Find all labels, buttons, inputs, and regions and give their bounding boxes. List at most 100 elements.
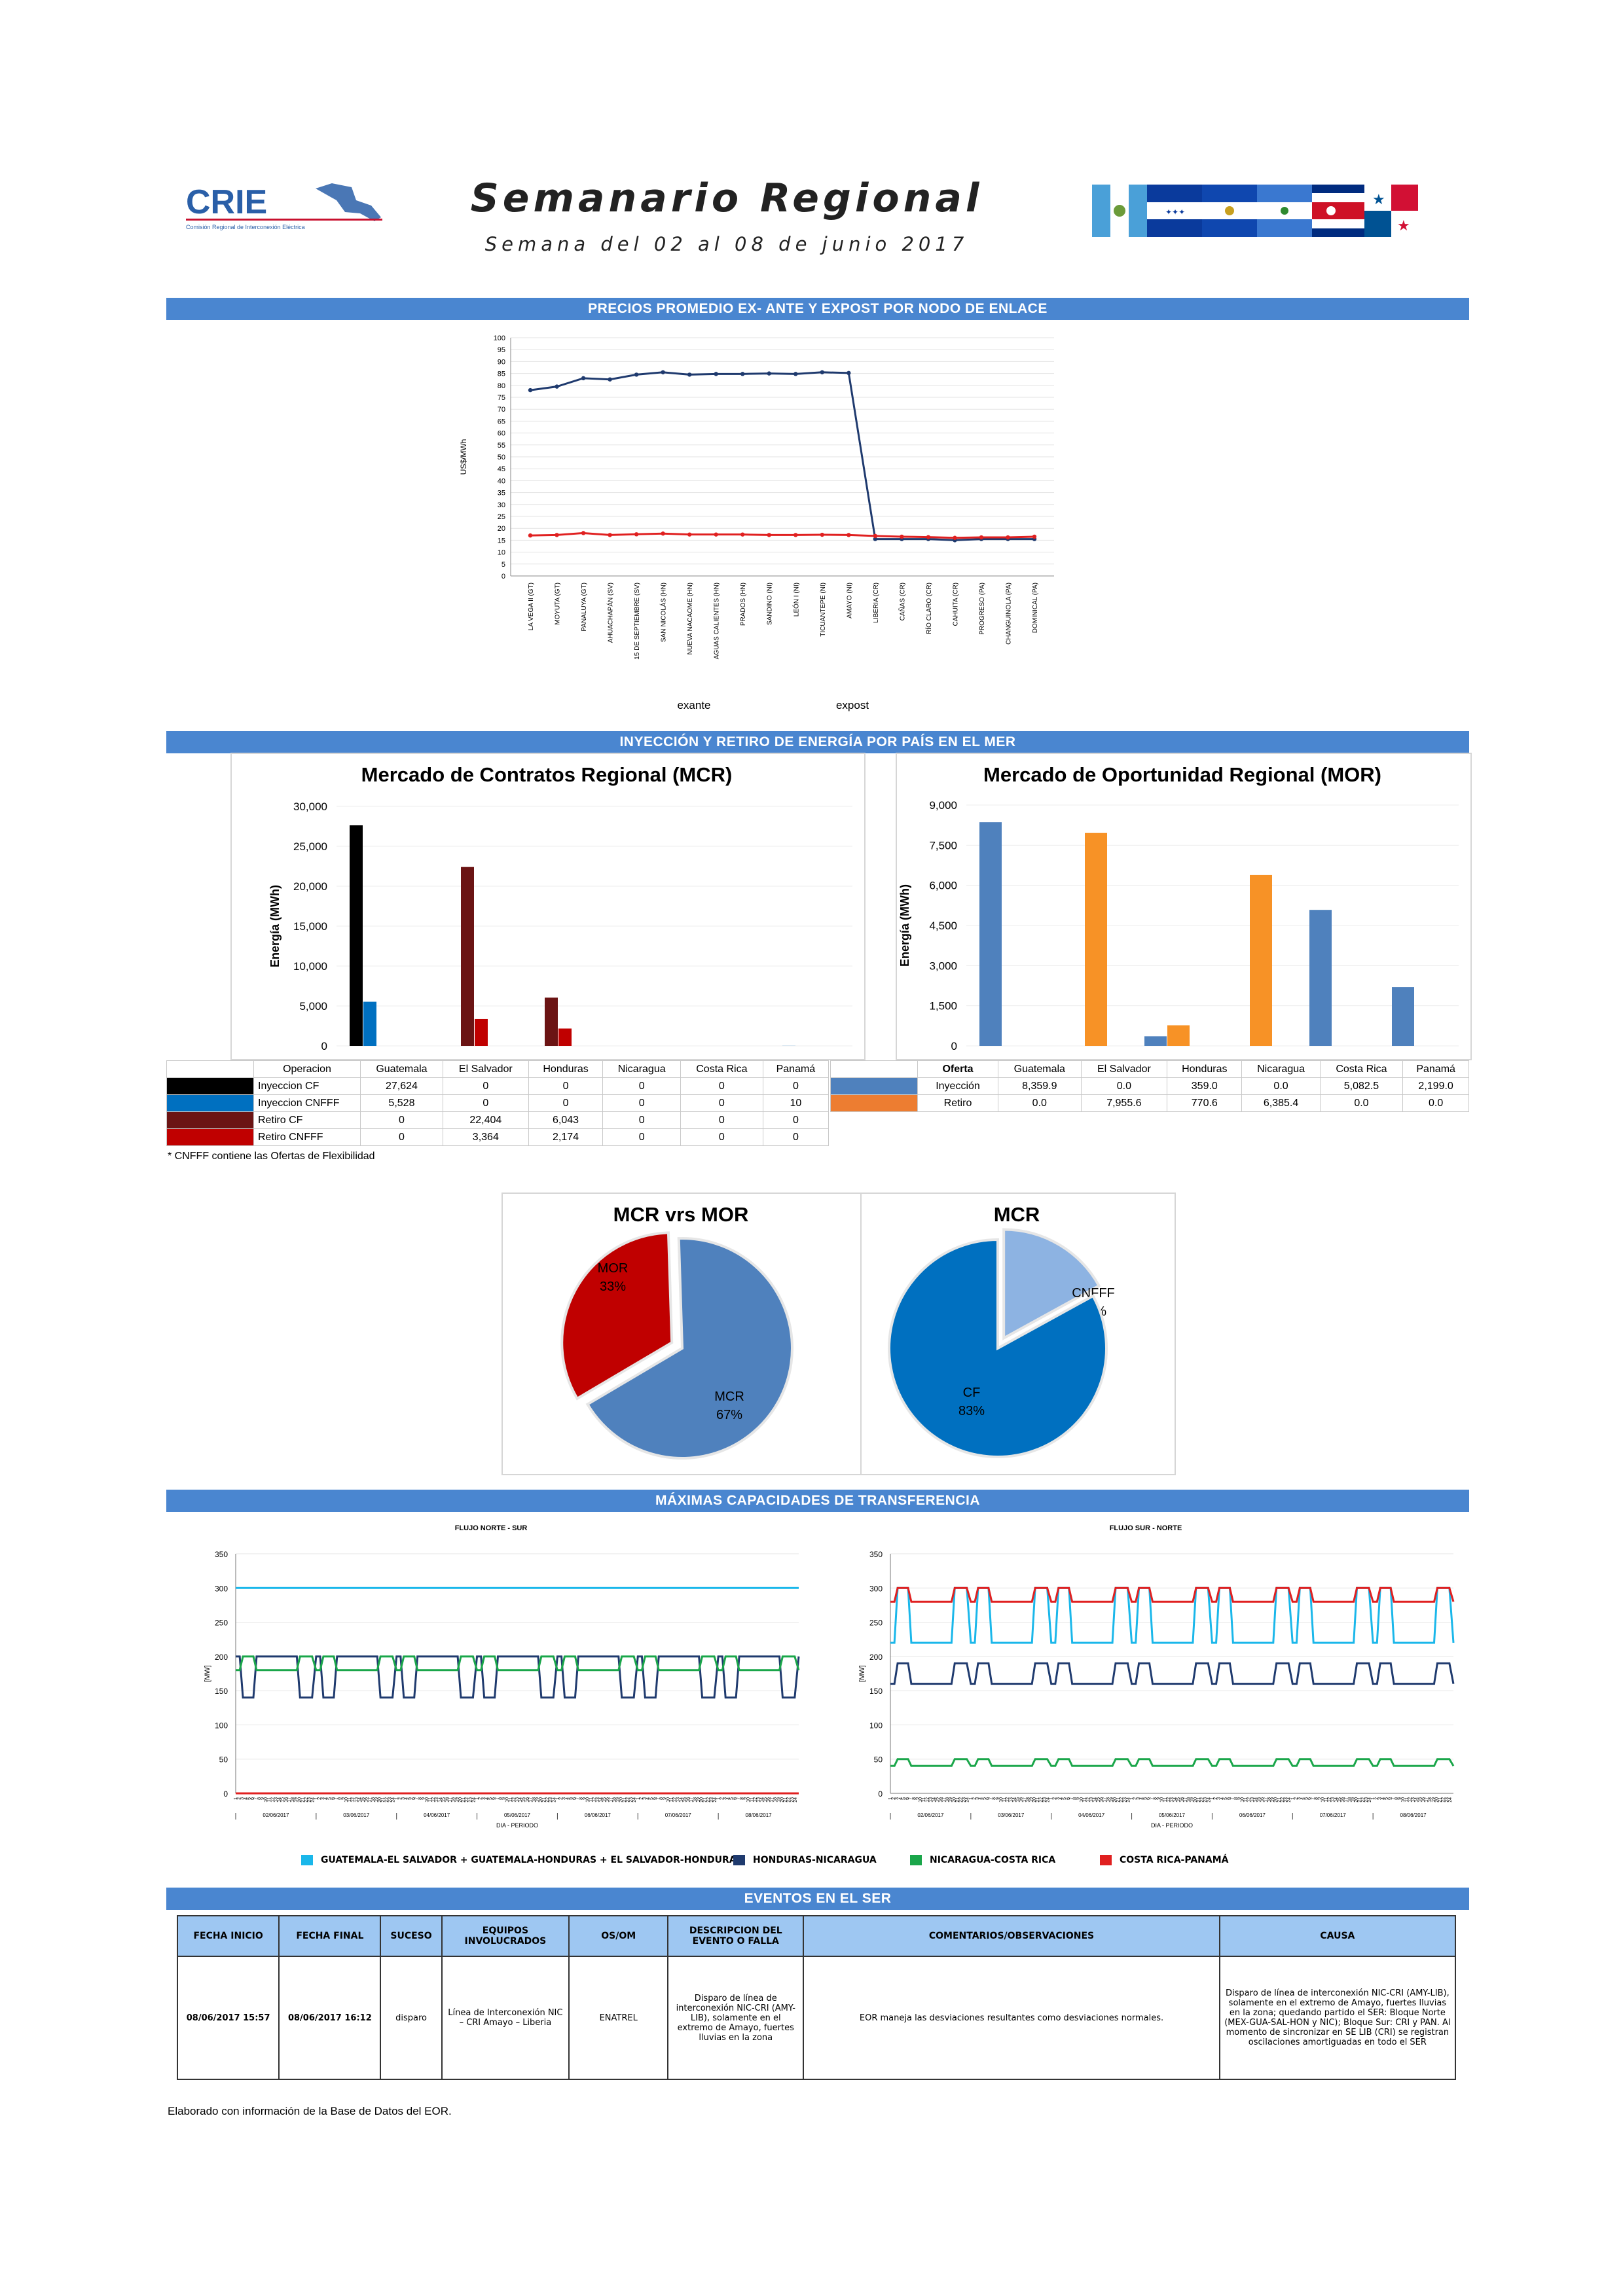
legend-label: COSTA RICA-PANAMÁ bbox=[1120, 1855, 1229, 1865]
hour-tick-label: 8 bbox=[418, 1797, 423, 1800]
x-tick-label: LIBERIA (CR) bbox=[873, 583, 880, 623]
hour-tick-label: 15 bbox=[1257, 1797, 1262, 1803]
hour-tick-label: 4 bbox=[244, 1797, 248, 1800]
swatch-header bbox=[166, 1060, 254, 1078]
hour-tick-label: 9 bbox=[743, 1797, 748, 1800]
hour-tick-label: 2 bbox=[720, 1797, 724, 1800]
table-cell: 6,385.4 bbox=[1241, 1094, 1321, 1112]
hour-tick-label: 3 bbox=[240, 1797, 245, 1800]
y-tick-label: 65 bbox=[498, 418, 505, 425]
hour-tick-label: 10 bbox=[919, 1797, 923, 1803]
hour-tick-label: 7 bbox=[1391, 1797, 1396, 1800]
data-point-expost bbox=[634, 532, 639, 537]
hour-tick-label: 17 bbox=[770, 1797, 775, 1803]
y-tick-label: 30 bbox=[498, 501, 505, 509]
table-row: Inyección 8,359.9 0.0 359.0 0.0 5,082.5 2,199.… bbox=[830, 1077, 1469, 1095]
hour-tick-label: 3 bbox=[643, 1797, 647, 1800]
hour-tick-label: 21 bbox=[1438, 1797, 1443, 1803]
hour-tick-label: 4 bbox=[979, 1797, 983, 1800]
hour-tick-label: 17 bbox=[1023, 1797, 1027, 1803]
pie-slice-CF bbox=[888, 1238, 1108, 1458]
hour-tick-label: 22 bbox=[384, 1797, 389, 1803]
table-cell: 0 bbox=[528, 1077, 604, 1095]
table-header-row: Operacion Guatemala El Salvador Honduras Nic… bbox=[166, 1060, 830, 1078]
table-header-cell: Costa Rica bbox=[1319, 1060, 1404, 1078]
hour-tick-label: 13 bbox=[676, 1797, 681, 1803]
hour-tick-label: 6 bbox=[331, 1797, 335, 1800]
hour-tick-label: 20 bbox=[458, 1797, 463, 1803]
y-tick-label: 70 bbox=[498, 406, 505, 414]
hour-tick-label: 8 bbox=[338, 1797, 342, 1800]
y-tick-label: 10,000 bbox=[293, 960, 327, 973]
hour-tick-label: 7 bbox=[335, 1797, 339, 1800]
hour-tick-label: 11 bbox=[1163, 1797, 1168, 1802]
hour-tick-label: 4 bbox=[566, 1797, 570, 1800]
hour-tick-label: 8 bbox=[257, 1797, 262, 1800]
hour-tick-label: 11 bbox=[1002, 1797, 1007, 1802]
hour-tick-label: 4 bbox=[727, 1797, 731, 1800]
hour-tick-label: 17 bbox=[942, 1797, 947, 1803]
hour-tick-label: 14 bbox=[278, 1797, 282, 1803]
hour-tick-label: 4 bbox=[898, 1797, 903, 1800]
y-tick-label: 10 bbox=[498, 549, 505, 557]
row-label: Retiro CNFFF bbox=[253, 1128, 361, 1146]
table-cell: 0 bbox=[602, 1094, 681, 1112]
hour-tick-label: 3 bbox=[723, 1797, 727, 1800]
y-tick-label: 200 bbox=[215, 1653, 228, 1662]
y-tick-label: 100 bbox=[494, 334, 505, 342]
y-tick-label: 1,500 bbox=[929, 1000, 957, 1013]
hour-tick-label: 12 bbox=[431, 1797, 436, 1803]
hour-tick-label: 8 bbox=[1314, 1797, 1319, 1800]
hour-tick-label: 9 bbox=[915, 1797, 920, 1800]
hour-tick-label: 11 bbox=[1324, 1797, 1328, 1802]
hour-tick-label: 24 bbox=[966, 1797, 970, 1803]
hour-tick-label: 22 bbox=[304, 1797, 309, 1803]
y-tick-label: 50 bbox=[498, 454, 505, 461]
data-point-expost bbox=[1032, 534, 1037, 539]
table-cell: 0 bbox=[680, 1128, 763, 1146]
hour-tick-label: 13 bbox=[1250, 1797, 1255, 1803]
hour-tick-label: 2 bbox=[1053, 1797, 1057, 1800]
hour-tick-label: 10 bbox=[666, 1797, 670, 1803]
hour-tick-label: 18 bbox=[945, 1797, 950, 1803]
event-fecha-final: 08/06/2017 16:12 bbox=[278, 1956, 382, 2080]
y-tick-label: 250 bbox=[215, 1619, 228, 1628]
hour-tick-label: 24 bbox=[471, 1797, 476, 1803]
bar-Retiro CNFFF-Honduras bbox=[558, 1028, 572, 1046]
svg-text:★: ★ bbox=[1397, 217, 1410, 234]
col-suceso: SUCESO bbox=[380, 1915, 443, 1957]
section-events-title: EVENTOS EN EL SER bbox=[166, 1888, 1469, 1910]
hour-tick-label: 24 bbox=[1368, 1797, 1372, 1803]
hour-tick-label: 20 bbox=[700, 1797, 704, 1803]
hour-tick-label: 15 bbox=[441, 1797, 446, 1803]
y-axis-label: Energía (MWh) bbox=[898, 884, 911, 967]
hour-tick-label: 4 bbox=[324, 1797, 329, 1800]
hour-tick-label: 7 bbox=[575, 1797, 580, 1800]
y-tick-label: 25 bbox=[498, 513, 505, 521]
day-label: 08/06/2017 bbox=[746, 1812, 773, 1818]
mor-chart-title: Mercado de Oportunidad Regional (MOR) bbox=[983, 763, 1381, 786]
flow-line-COSTA RICA-PANAMÁ bbox=[890, 1587, 1455, 1603]
table-row: Retiro CNFFF 0 3,364 2,174 0 0 0 bbox=[166, 1128, 830, 1146]
legend-item: GUATEMALA-EL SALVADOR + GUATEMALA-HONDUR… bbox=[301, 1855, 743, 1865]
hour-tick-label: 2 bbox=[479, 1797, 483, 1800]
day-label: 05/06/2017 bbox=[1159, 1812, 1186, 1818]
x-tick-label: AMAYO (NI) bbox=[846, 583, 853, 619]
bar-Retiro-Nicaragua bbox=[1250, 874, 1272, 1046]
y-tick-label: 25,000 bbox=[293, 840, 327, 853]
hour-tick-label: 9 bbox=[582, 1797, 587, 1800]
x-tick-label: LA VEGA II (GT) bbox=[528, 583, 535, 630]
y-tick-label: 60 bbox=[498, 430, 505, 438]
y-tick-label: 0 bbox=[501, 573, 505, 581]
hour-tick-label: 5 bbox=[1385, 1797, 1389, 1800]
table-cell: 0.0 bbox=[1241, 1077, 1321, 1095]
col-fecha-inicio: FECHA INICIO bbox=[176, 1915, 280, 1957]
hour-tick-label: 19 bbox=[455, 1797, 460, 1803]
table-cell: 0 bbox=[762, 1128, 830, 1146]
col-equipos: EQUIPOS INVOLUCRADOS bbox=[441, 1915, 570, 1957]
hour-tick-label: 15 bbox=[763, 1797, 768, 1803]
hour-tick-label: 4 bbox=[1140, 1797, 1144, 1800]
series-swatch bbox=[830, 1094, 918, 1112]
hour-tick-label: 5 bbox=[649, 1797, 654, 1800]
hour-tick-label: 19 bbox=[776, 1797, 781, 1803]
